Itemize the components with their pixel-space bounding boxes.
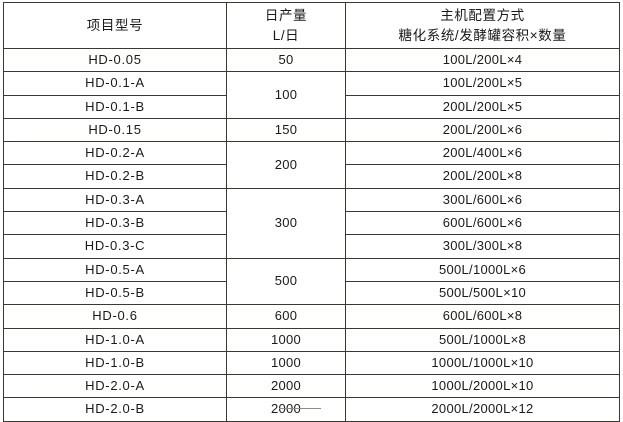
table-row: HD-0.2-B 200L/200L×8 [3,164,620,189]
table-row: HD-0.5-A 500 500L/1000L×6 [3,257,620,306]
cell-machine-config: 200L/200L×6 [345,117,620,143]
bottom-line-fragment [279,408,321,409]
header-line: 日产量 [264,7,308,23]
cell-daily-output: 50 [226,47,346,73]
table-row: HD-0.3-C 300L/300L×8 [3,234,620,259]
cell-machine-config: 200L/200L×5 [345,94,620,119]
cell-model: HD-0.1-B [3,94,227,119]
table-row: HD-2.0-B20002000L/2000L×12 [3,397,620,422]
cell-machine-config: 200L/200L×8 [345,164,620,189]
table-row: HD-0.1-A 100 100L/200L×5 [3,71,620,119]
cell-model: HD-0.3-C [3,234,227,259]
cell-machine-config: 100L/200L×4 [345,47,620,73]
cell-machine-config: 300L/600L×6 [345,187,620,213]
table-row: HD-0.3-A 300 300L/600L×6 [3,187,620,259]
cell-model: HD-2.0-A [3,374,227,399]
table-header: 项目型号 日产量 L/日 主机配置方式糖化系统/发酵罐容积×数量 [3,2,620,49]
cell-daily-output: 150 [226,117,346,143]
cell-machine-config: 1000L/1000L×10 [345,350,620,376]
page-root: 项目型号 日产量 L/日 主机配置方式 糖化系统/发酵罐容积×数量 HD-0.05 5… [3,2,620,422]
cell-daily-output: 200 [226,141,346,189]
header-line: 项目型号 [86,17,144,33]
cell-daily-output: 500 [226,257,346,306]
table-body: HD-0.05 50 100L/200L×4 HD-0.1-A 100 100L/200L… [3,47,620,422]
cell-daily-output: 300 [226,187,346,259]
column-header-daily-output: 日产量 L/日 [226,2,346,49]
cell-model: HD-0.5-A [3,257,227,282]
header-line: 糖化系统/发酵罐容积×数量 [398,27,567,43]
header-row: 项目型号 日产量 L/日 主机配置方式糖化系统/发酵罐容积×数量 [3,2,620,49]
table-row: HD-1.0-A 1000 500L/1000L×8 [3,327,620,352]
cell-model: HD-0.2-B [3,164,227,189]
cell-model: HD-0.2-A [3,141,227,166]
cell-machine-config: 300L/300L×8 [345,234,620,259]
cell-machine-config: 600L/600L×8 [345,304,620,329]
cell-model: HD-0.05 [3,47,227,73]
cell-model: HD-0.15 [3,117,227,143]
specification-table: 项目型号 日产量 L/日 主机配置方式 糖化系统/发酵罐容积×数量 HD-0.05 5… [3,2,620,422]
cell-daily-output: 1000 [226,350,346,376]
cell-machine-config: 1000L/2000L×10 [345,374,620,399]
cell-model: HD-1.0-A [3,327,227,352]
table-row: HD-0.6 600 600L/600L×8 [3,304,620,329]
header-line: 主机配置方式 [440,7,525,23]
table-row: HD-0.2-A 200 200L/400L×6 [3,141,620,189]
table-row: HD-0.05 50 100L/200L×4 [3,47,620,73]
cell-model: HD-0.6 [3,304,227,329]
column-header-model: 项目型号 [3,2,227,49]
cell-daily-output: 2000 [226,374,346,399]
header-line: L/日 [272,27,300,43]
table-row: HD-2.0-A 2000 1000L/2000L×10 [3,374,620,399]
cell-machine-config: 500L/1000L×8 [345,327,620,352]
cell-machine-config: 2000L/2000L×12 [345,397,620,422]
cell-model: HD-2.0-B [3,397,227,422]
cell-model: HD-1.0-B [3,350,227,376]
cell-machine-config: 100L/200L×5 [345,71,620,96]
cell-machine-config: 200L/400L×6 [345,141,620,166]
cell-model: HD-0.1-A [3,71,227,96]
table-row: HD-1.0-B 1000 1000L/1000L×10 [3,350,620,376]
cell-machine-config: 500L/500L×10 [345,280,620,306]
cell-model: HD-0.5-B [3,280,227,306]
cell-machine-config: 500L/1000L×6 [345,257,620,282]
table-row: HD-0.5-B 500L/500L×10 [3,280,620,306]
cell-daily-output: 100 [226,71,346,119]
column-header-machine-config: 主机配置方式糖化系统/发酵罐容积×数量 [345,2,620,49]
cell-daily-output: 1000 [226,327,346,352]
cell-daily-output: 600 [226,304,346,329]
cell-machine-config: 600L/600L×6 [345,211,620,236]
cell-model: HD-0.3-A [3,187,227,213]
cell-model: HD-0.3-B [3,211,227,236]
table-row: HD-0.15 150 200L/200L×6 [3,117,620,143]
cell-daily-output: 2000 [226,397,346,422]
